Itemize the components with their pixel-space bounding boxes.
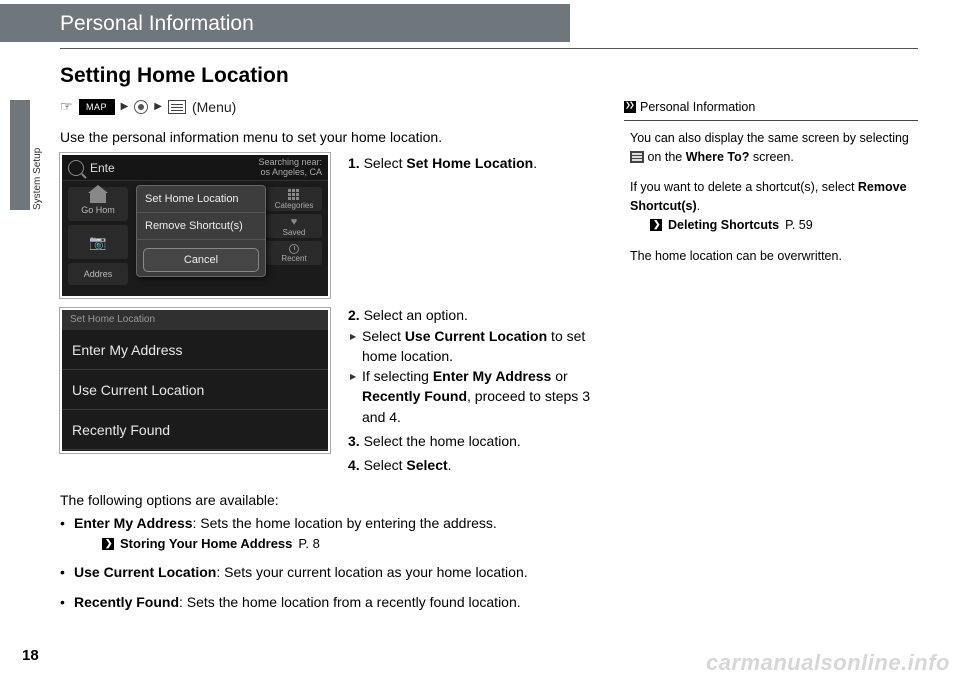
step-2: 2. Select an option. Select Use Current … [348, 305, 596, 427]
popup-remove-shortcut: Remove Shortcut(s) [137, 213, 265, 240]
menu-icon [630, 151, 644, 163]
hand-icon: ☞ [60, 98, 73, 115]
city-label: os Angeles, CA [258, 168, 322, 178]
grid-icon [288, 189, 300, 201]
option-enter-address: Enter My Address [62, 330, 328, 370]
link-icon [650, 219, 662, 231]
nav-breadcrumb: ☞ MAP ▶ ▶ (Menu) [60, 98, 600, 115]
option-recently-found: Recently Found [62, 410, 328, 450]
xref-deleting-shortcuts: Deleting Shortcuts P. 59 [630, 216, 918, 235]
options-intro: The following options are available: [60, 492, 600, 508]
popup-cancel: Cancel [143, 248, 259, 272]
link-icon [102, 538, 114, 550]
step-3: 3. Select the home location. [348, 431, 596, 451]
page-heading: Setting Home Location [60, 64, 600, 88]
sidebar-p1: You can also display the same screen by … [624, 129, 918, 167]
context-popup: Set Home Location Remove Shortcut(s) Can… [136, 185, 266, 277]
sidebar-p3: The home location can be overwritten. [624, 247, 918, 266]
heart-icon: ♥ [291, 216, 298, 228]
screenshot-options: Set Home Location Enter My Address Use C… [60, 308, 330, 453]
options-header: Set Home Location [62, 310, 328, 330]
popup-set-home: Set Home Location [137, 186, 265, 213]
horizontal-rule [60, 48, 918, 49]
bullet-use-current: Use Current Location: Sets your current … [60, 563, 600, 583]
address-tile: Addres [68, 263, 128, 285]
bullet-recently-found: Recently Found: Sets the home location f… [60, 593, 600, 613]
sidebar-notes: Personal Information You can also displa… [624, 98, 918, 277]
search-text: Ente [90, 161, 115, 175]
recent-tile: Recent [266, 241, 322, 265]
side-label: System Setup [32, 100, 43, 210]
screenshot-popup: Ente Searching near: os Angeles, CA Go H… [60, 153, 330, 298]
categories-tile: Categories [266, 187, 322, 211]
option-use-current: Use Current Location [62, 370, 328, 410]
camera-tile: 📷 [68, 225, 128, 259]
map-button-icon: MAP [79, 99, 115, 115]
sidebar-p2: If you want to delete a shortcut(s), sel… [624, 178, 918, 234]
chevron-right-icon: ▶ [121, 101, 129, 112]
saved-tile: ♥ Saved [266, 214, 322, 238]
steps-column: 1. Select Set Home Location. 2. Select a… [348, 153, 596, 480]
step-1: 1. Select Set Home Location. [348, 153, 596, 173]
intro-text: Use the personal information menu to set… [60, 129, 600, 145]
search-icon [68, 160, 84, 176]
xref-storing-home: Storing Your Home Address P. 8 [74, 535, 600, 553]
go-home-tile: Go Hom [68, 187, 128, 221]
sidebar-header: Personal Information [624, 98, 918, 121]
clock-icon [289, 244, 299, 254]
section-title: Personal Information [0, 4, 570, 42]
watermark: carmanualsonline.info [706, 650, 950, 676]
link-icon [624, 101, 636, 113]
target-icon [134, 100, 148, 114]
menu-icon [168, 100, 186, 114]
step-2b: If selecting Enter My Address or Recentl… [348, 366, 596, 427]
step-2a: Select Use Current Location to set home … [348, 326, 596, 367]
menu-label: (Menu) [192, 99, 236, 115]
side-tab [10, 100, 30, 210]
bullet-enter-address: Enter My Address: Sets the home location… [60, 514, 600, 554]
page-number: 18 [22, 647, 39, 664]
step-4: 4. Select Select. [348, 455, 596, 475]
chevron-right-icon: ▶ [154, 101, 162, 112]
house-icon [90, 193, 106, 203]
